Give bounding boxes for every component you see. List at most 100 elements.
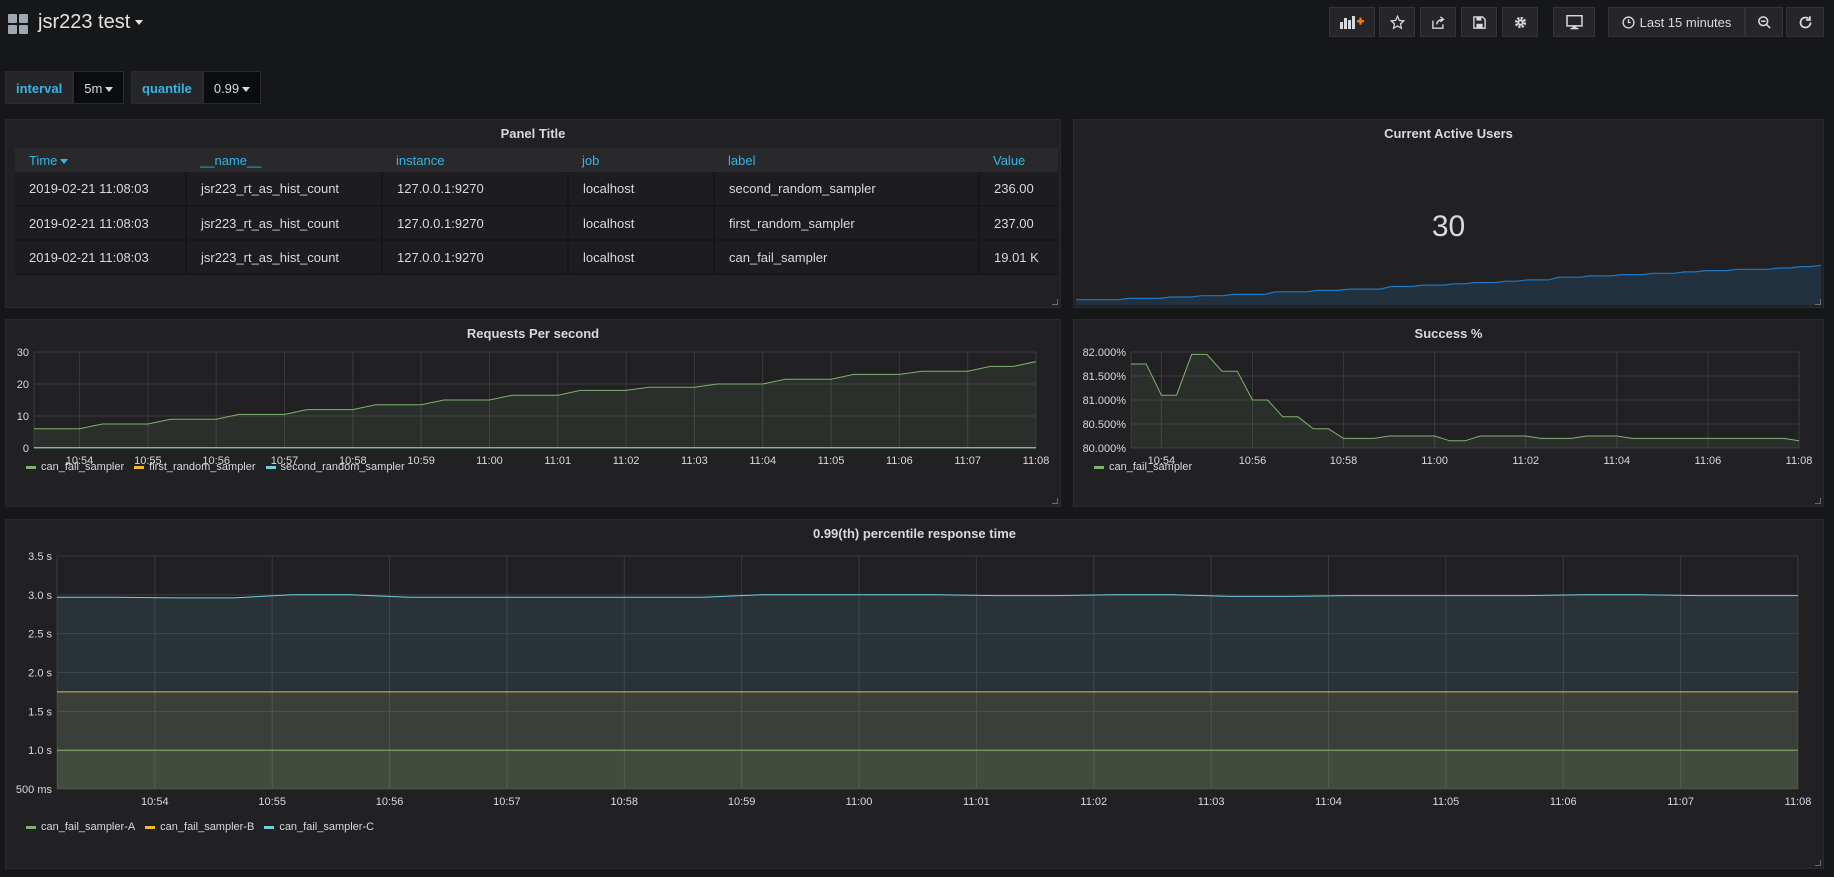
y-tick-label: 1.0 s [28, 745, 52, 757]
table-cell: 2019-02-21 11:08:03 [15, 206, 187, 241]
variable-quantile: quantile 0.99 [131, 71, 262, 104]
x-tick-label: 10:55 [134, 455, 162, 467]
panel-resize-handle[interactable] [1815, 498, 1821, 504]
response-time-panel: 0.99(th) percentile response time 500 ms… [5, 519, 1824, 869]
legend-item[interactable]: can_fail_sampler [26, 461, 124, 473]
table-cell: 19.01 K [979, 240, 1058, 275]
column-header-job[interactable]: job [568, 148, 714, 172]
x-tick-label: 10:57 [271, 455, 299, 467]
x-tick-label: 11:03 [681, 455, 708, 467]
legend-item[interactable]: can_fail_sampler-A [26, 821, 135, 833]
time-picker-button[interactable]: Last 15 minutes [1608, 7, 1745, 37]
variable-quantile-select[interactable]: 0.99 [202, 71, 262, 104]
panel-title[interactable]: Requests Per second [466, 326, 600, 341]
x-tick-label: 10:56 [202, 455, 230, 467]
x-tick-label: 10:54 [1148, 455, 1176, 467]
panel-title[interactable]: Success % [1414, 326, 1483, 341]
series-line[interactable] [34, 361, 1037, 430]
panel-resize-handle[interactable] [1815, 860, 1821, 866]
table-cell: jsr223_rt_as_hist_count [186, 240, 383, 275]
legend-item[interactable]: can_fail_sampler-B [145, 821, 254, 833]
x-tick-label: 11:00 [1421, 455, 1448, 467]
series-area [57, 594, 1798, 789]
table-cell: 127.0.0.1:9270 [382, 240, 569, 275]
sparkline [1076, 264, 1821, 305]
x-tick-label: 11:02 [1080, 796, 1107, 808]
column-header-time[interactable]: Time [15, 148, 186, 172]
refresh-button[interactable] [1786, 7, 1824, 37]
dashboard-title[interactable]: jsr223 test [38, 11, 144, 34]
legend-item[interactable]: can_fail_sampler-C [264, 821, 374, 833]
monitor-icon [1565, 14, 1583, 29]
table-panel: Panel Title Time __name__ instance job l… [5, 119, 1061, 308]
series-line[interactable] [57, 594, 1798, 599]
success-graph[interactable]: 80.000% 80.500% 81.000% 81.500% 82.000% 10:54… [1074, 342, 1823, 474]
x-tick-label: 11:06 [886, 455, 913, 467]
legend-swatch [145, 825, 156, 829]
column-header-instance[interactable]: instance [382, 148, 568, 172]
add-panel-button[interactable] [1329, 7, 1375, 37]
stat-panel: Current Active Users 30 [1073, 119, 1824, 308]
x-tick-label: 10:58 [1330, 455, 1358, 467]
x-tick-label: 10:54 [141, 796, 169, 808]
table-cell: 2019-02-21 11:08:03 [15, 240, 187, 275]
graph-legend: can_fail_sampler [1094, 461, 1192, 473]
x-tick-label: 11:00 [846, 796, 873, 808]
clock-icon [1622, 15, 1635, 29]
legend-label: can_fail_sampler-B [160, 821, 255, 833]
legend-item[interactable]: can_fail_sampler [1094, 461, 1192, 473]
table-cell: jsr223_rt_as_hist_count [186, 172, 383, 207]
legend-label: first_random_sampler [149, 461, 256, 473]
star-icon [1389, 14, 1405, 29]
variable-interval-select[interactable]: 5m [73, 71, 125, 104]
view-mode-button[interactable] [1553, 7, 1595, 37]
panel-title[interactable]: Current Active Users [1384, 126, 1513, 141]
star-button[interactable] [1379, 7, 1415, 37]
panel-resize-handle[interactable] [1052, 498, 1058, 504]
x-tick-label: 11:08 [1786, 455, 1813, 467]
response-time-graph[interactable]: 500 ms 1.0 s 1.5 s 2.0 s 2.5 s 3.0 s 3.5 s 10:5… [6, 542, 1823, 837]
table-cell: localhost [568, 240, 715, 275]
legend-item[interactable]: second_random_sampler [265, 461, 405, 473]
x-tick-label: 11:08 [1785, 796, 1812, 808]
series-area [57, 750, 1798, 789]
column-header-value[interactable]: Value [979, 148, 1058, 172]
y-tick-label: 80.000% [1083, 443, 1127, 455]
x-tick-label: 10:58 [339, 455, 367, 467]
gear-icon [1514, 16, 1526, 28]
y-tick-label: 20 [17, 379, 29, 391]
panel-resize-handle[interactable] [1815, 299, 1821, 305]
share-icon [1431, 15, 1445, 29]
settings-button[interactable] [1502, 7, 1538, 37]
panel-title[interactable]: 0.99(th) percentile response time [812, 526, 1016, 541]
legend-label: can_fail_sampler [41, 461, 125, 473]
y-tick-label: 80.500% [1083, 419, 1127, 431]
save-icon [1472, 15, 1486, 29]
table-cell: localhost [568, 172, 715, 207]
panel-resize-handle[interactable] [1052, 299, 1058, 305]
panel-title[interactable]: Panel Title [500, 126, 566, 141]
save-button[interactable] [1461, 7, 1497, 37]
legend-label: second_random_sampler [280, 461, 405, 473]
legend-label: can_fail_sampler-C [279, 821, 375, 833]
share-button[interactable] [1420, 7, 1456, 37]
series-line[interactable] [1131, 353, 1800, 442]
y-tick-label: 2.0 s [28, 668, 52, 680]
y-tick-label: 0 [23, 443, 29, 455]
dashboard-grid-icon[interactable] [8, 14, 28, 34]
table-cell: localhost [568, 206, 715, 241]
x-tick-label: 10:58 [611, 796, 639, 808]
column-header-label: Time [29, 152, 58, 168]
x-tick-label: 11:04 [749, 455, 776, 467]
zoom-out-button[interactable] [1745, 7, 1783, 37]
y-tick-label: 3.0 s [28, 590, 52, 602]
column-header-label[interactable]: label [714, 148, 979, 172]
y-tick-label: 2.5 s [28, 629, 52, 641]
zoom-out-icon [1757, 15, 1771, 29]
rps-graph[interactable]: 0 10 20 30 10:54 10:55 10:56 10:57 10:58 10:59 11:… [6, 342, 1060, 474]
grid [1130, 351, 1800, 449]
column-header-name[interactable]: __name__ [186, 148, 382, 172]
y-tick-label: 81.000% [1083, 395, 1127, 407]
x-tick-label: 11:01 [544, 455, 571, 467]
legend-item[interactable]: first_random_sampler [134, 461, 256, 473]
